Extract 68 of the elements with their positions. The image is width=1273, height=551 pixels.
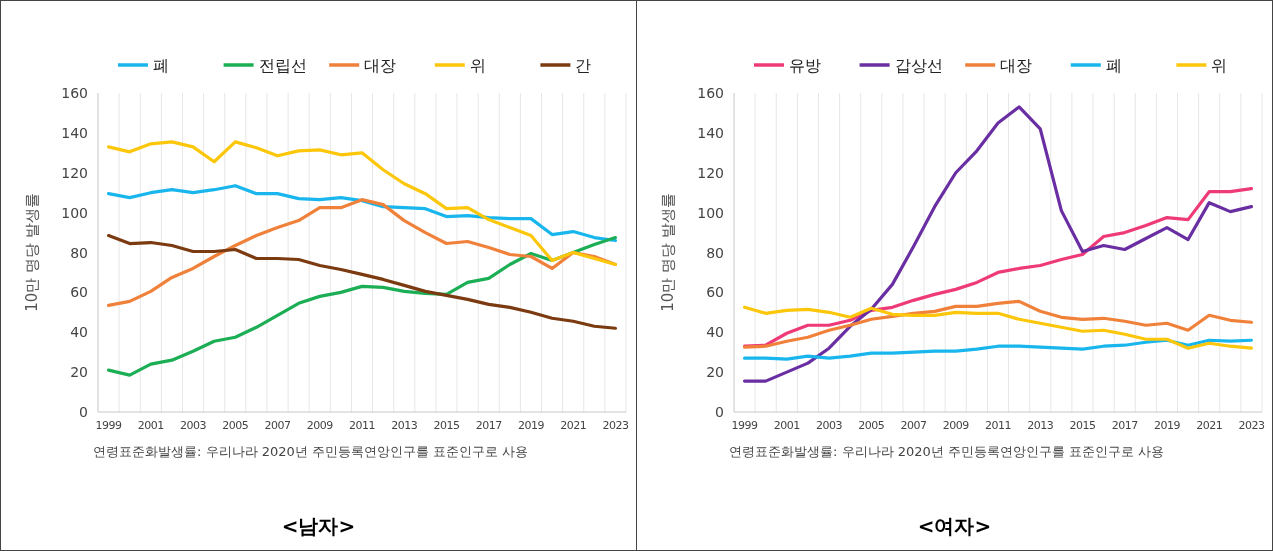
- x-tick-label: 2015: [1069, 419, 1096, 432]
- x-tick-label: 2015: [433, 419, 460, 432]
- x-tick-label: 2011: [985, 419, 1011, 432]
- y-tick-label: 80: [70, 244, 88, 261]
- legend-label: 유방: [789, 56, 821, 75]
- legend-label: 대장: [1000, 56, 1033, 75]
- y-tick-label: 20: [706, 364, 724, 381]
- x-tick-label: 2019: [517, 419, 545, 432]
- x-tick-label: 2007: [900, 419, 928, 432]
- y-axis-title: 10만 명당 발생률: [23, 193, 41, 312]
- x-tick-label: 2023: [602, 419, 629, 432]
- x-tick-label: 2009: [942, 419, 970, 432]
- text: 연령표준화발생률: 우리나라 2020년 주민등록연앙인구를 표준인구로 사용: [729, 444, 1165, 459]
- x-tick-label: 1999: [731, 419, 759, 432]
- y-tick-label: 140: [697, 124, 724, 141]
- legend-label: 폐: [1105, 56, 1122, 75]
- y-tick-label: 60: [706, 284, 724, 301]
- x-tick-label: 2013: [391, 419, 418, 432]
- x-tick-label: 2017: [475, 419, 503, 432]
- line-series: [742, 187, 1254, 348]
- x-tick-label: 2007: [264, 419, 292, 432]
- x-tick-label: 2003: [180, 419, 207, 432]
- x-tick-label: 1999: [95, 419, 123, 432]
- y-tick-label: 0: [715, 404, 724, 420]
- line-series: [742, 338, 1254, 361]
- line-series: [742, 105, 1254, 383]
- y-tick-label: 120: [697, 164, 724, 181]
- legend-label: 대장: [364, 56, 397, 75]
- legend-label: 위: [1211, 56, 1228, 75]
- legend-label: 간: [575, 56, 592, 75]
- y-tick-label: 160: [61, 85, 88, 101]
- x-tick-label: 2023: [1238, 419, 1265, 432]
- line-series: [106, 140, 618, 267]
- y-tick-label: 40: [706, 324, 724, 341]
- y-tick-label: 120: [61, 164, 88, 181]
- x-tick-label: 2001: [773, 419, 800, 432]
- text: <여자>: [917, 514, 992, 538]
- y-tick-label: 0: [79, 404, 88, 420]
- line-series: [106, 235, 618, 377]
- line-series: [106, 184, 618, 243]
- legend-label: 전립선: [258, 56, 307, 75]
- y-tick-label: 20: [70, 364, 88, 381]
- x-tick-label: 2005: [858, 419, 885, 432]
- y-tick-label: 140: [61, 124, 88, 141]
- x-tick-label: 2005: [222, 419, 249, 432]
- x-tick-label: 2021: [560, 419, 587, 432]
- x-tick-label: 2013: [1027, 419, 1054, 432]
- legend-label: 위: [469, 56, 486, 75]
- line-series: [106, 198, 618, 307]
- y-tick-label: 160: [697, 85, 724, 101]
- line-series: [106, 233, 618, 330]
- y-tick-label: 100: [61, 204, 88, 221]
- x-tick-label: 2009: [306, 419, 334, 432]
- y-tick-label: 100: [697, 204, 724, 221]
- text: 연령표준화발생률: 우리나라 2020년 주민등록연앙인구를 표준인구로 사용: [93, 444, 529, 459]
- x-tick-label: 2021: [1196, 419, 1223, 432]
- text: <남자>: [281, 514, 356, 538]
- y-tick-label: 40: [70, 324, 88, 341]
- legend-label: 갑상선: [894, 56, 943, 75]
- legend-label: 폐: [153, 56, 169, 75]
- y-axis-title: 10만 명당 발생률: [659, 193, 677, 312]
- y-tick-label: 80: [706, 244, 724, 261]
- x-tick-label: 2011: [349, 419, 375, 432]
- x-tick-label: 2001: [137, 419, 164, 432]
- x-tick-label: 2003: [816, 419, 843, 432]
- x-tick-label: 2019: [1153, 419, 1181, 432]
- y-tick-label: 60: [70, 284, 88, 301]
- x-tick-label: 2017: [1111, 419, 1139, 432]
